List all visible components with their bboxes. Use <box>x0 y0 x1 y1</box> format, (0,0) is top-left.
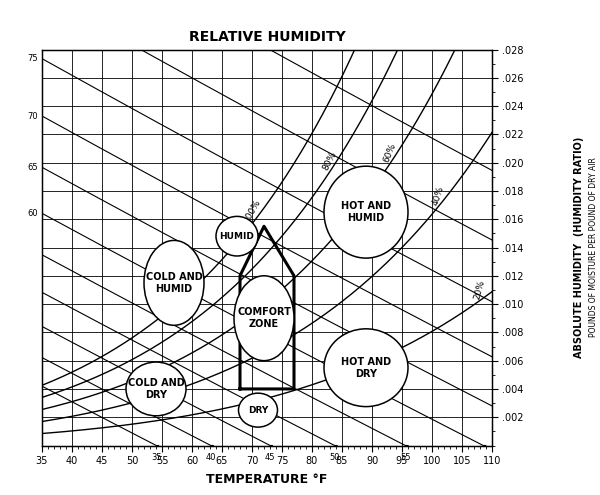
Text: HOT AND
DRY: HOT AND DRY <box>341 357 391 379</box>
Text: 70: 70 <box>27 111 37 120</box>
Ellipse shape <box>126 362 186 416</box>
Text: 60%: 60% <box>382 142 398 163</box>
Text: 60: 60 <box>27 209 37 218</box>
Ellipse shape <box>144 241 204 325</box>
Ellipse shape <box>324 166 408 258</box>
Text: 40: 40 <box>206 452 216 462</box>
Ellipse shape <box>234 276 294 361</box>
Text: COLD AND
HUMID: COLD AND HUMID <box>146 272 202 294</box>
Text: HOT AND
HUMID: HOT AND HUMID <box>341 201 391 223</box>
Text: 40%: 40% <box>431 185 445 207</box>
Text: 45: 45 <box>265 452 275 462</box>
Ellipse shape <box>324 329 408 406</box>
Text: POUNDS OF MOISTURE PER POUND OF DRY AIR: POUNDS OF MOISTURE PER POUND OF DRY AIR <box>589 157 599 338</box>
Text: COLD AND
DRY: COLD AND DRY <box>128 378 184 400</box>
Text: 65: 65 <box>27 163 37 172</box>
Text: 35: 35 <box>151 452 161 462</box>
Text: HUMID: HUMID <box>220 232 254 241</box>
Ellipse shape <box>216 216 258 256</box>
Text: DRY: DRY <box>248 405 268 415</box>
Text: ABSOLUTE HUMIDITY  (HUMIDITY RATIO): ABSOLUTE HUMIDITY (HUMIDITY RATIO) <box>574 137 584 358</box>
Text: 75: 75 <box>27 54 37 63</box>
X-axis label: TEMPERATURE °F: TEMPERATURE °F <box>206 473 328 486</box>
Text: COMFORT
ZONE: COMFORT ZONE <box>237 307 291 329</box>
Text: 50: 50 <box>329 452 340 462</box>
Text: 80%: 80% <box>322 149 338 171</box>
Text: 55: 55 <box>400 452 410 462</box>
Text: 100%: 100% <box>242 197 262 224</box>
Text: 20%: 20% <box>473 279 487 300</box>
Ellipse shape <box>239 393 278 427</box>
Title: RELATIVE HUMIDITY: RELATIVE HUMIDITY <box>188 30 346 44</box>
